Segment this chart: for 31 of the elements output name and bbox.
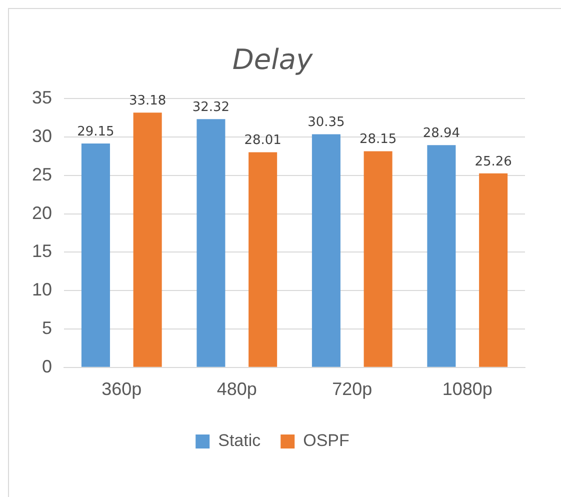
data-label: 32.32 bbox=[192, 100, 230, 116]
data-label: 29.15 bbox=[77, 124, 114, 140]
y-tick-label: 25 bbox=[32, 164, 52, 184]
data-label: 33.18 bbox=[128, 93, 166, 108]
y-tick-label: 30 bbox=[32, 126, 52, 146]
data-label: 25.26 bbox=[474, 154, 512, 170]
data-label: 30.35 bbox=[308, 115, 345, 130]
y-tick-label: 20 bbox=[32, 202, 52, 223]
y-tick-label: 10 bbox=[32, 280, 52, 300]
bar bbox=[196, 119, 226, 367]
bar bbox=[248, 152, 278, 367]
y-tick-label: 35 bbox=[32, 88, 52, 108]
legend-label: Static bbox=[218, 431, 262, 450]
x-tick-label: 720p bbox=[332, 379, 372, 400]
bar bbox=[427, 145, 456, 367]
x-tick-label: 360p bbox=[102, 379, 142, 400]
x-tick-label: 480p bbox=[216, 379, 257, 400]
bar bbox=[479, 173, 508, 367]
bar bbox=[364, 151, 392, 367]
x-tick-label: 1080p bbox=[442, 379, 492, 400]
data-label: 28.94 bbox=[422, 126, 460, 142]
y-tick-label: 5 bbox=[42, 318, 52, 338]
legend-label: OSPF bbox=[303, 431, 350, 450]
bar bbox=[133, 112, 162, 367]
chart-title: Delay bbox=[232, 43, 314, 76]
y-tick-label: 0 bbox=[42, 356, 52, 376]
bar bbox=[312, 134, 340, 367]
y-tick-label: 15 bbox=[32, 241, 52, 262]
bar bbox=[81, 144, 110, 367]
data-label: 28.15 bbox=[359, 132, 397, 148]
data-label: 28.01 bbox=[244, 133, 282, 148]
